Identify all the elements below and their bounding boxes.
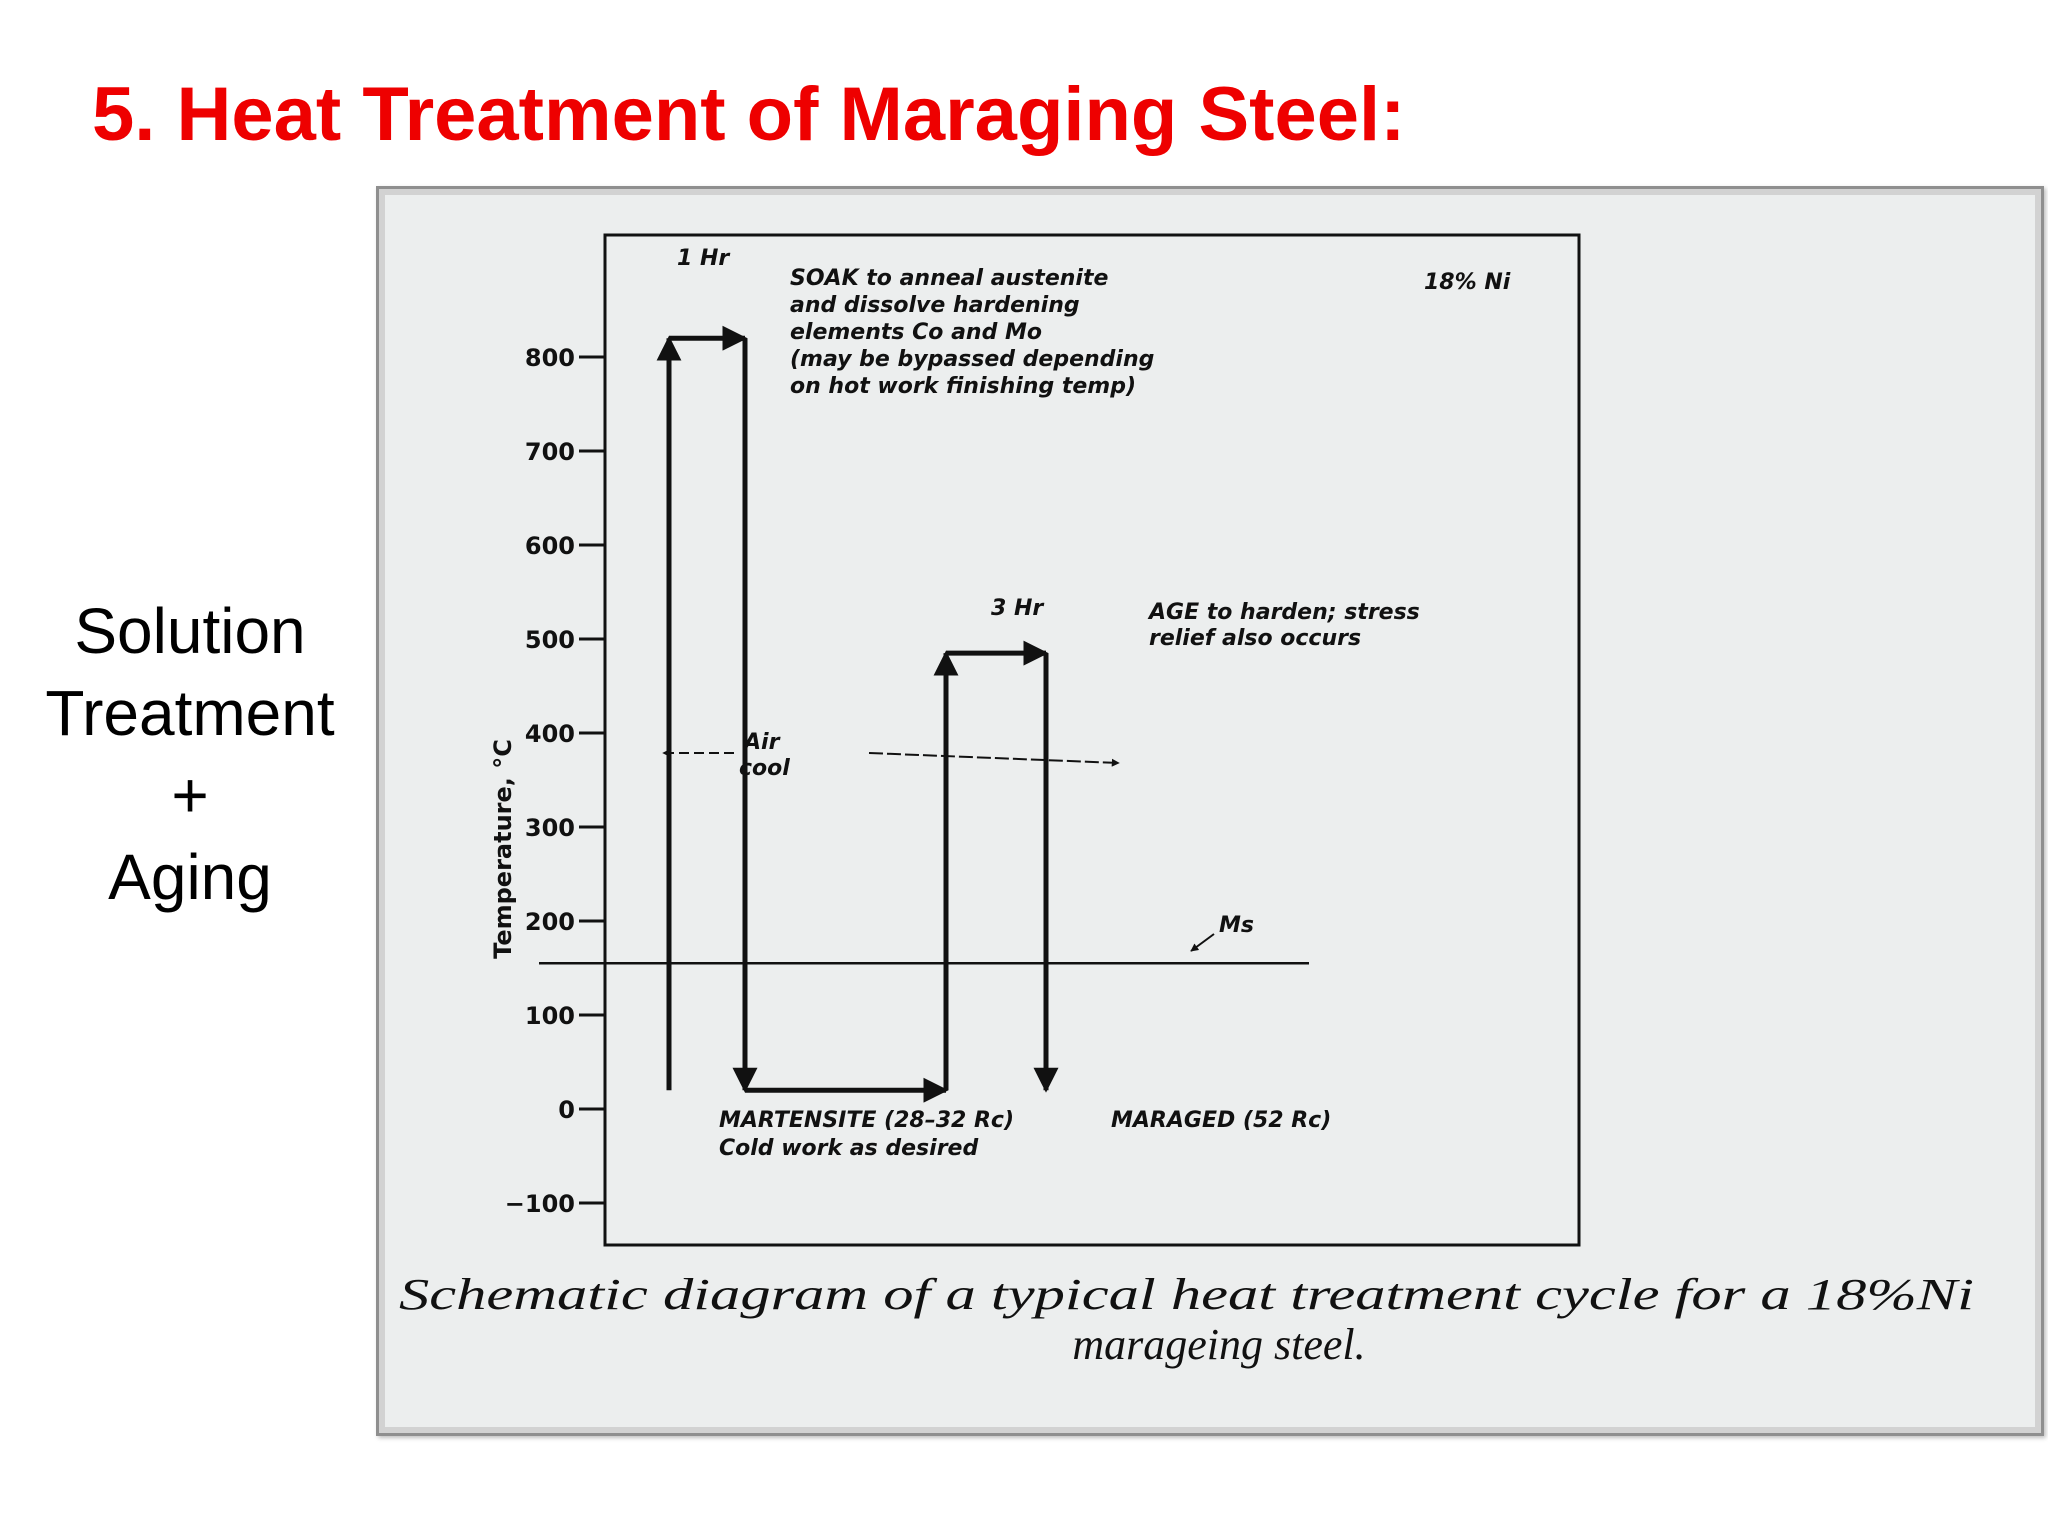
soak-annotation: SOAK to anneal austenite xyxy=(790,266,1108,291)
chart-title: 18% Ni xyxy=(1424,270,1511,295)
side-label-line: Solution xyxy=(74,595,306,667)
soak-duration-label: 1 Hr xyxy=(677,246,730,271)
heat-treatment-chart: −100 0 100 200 300 400 500 600 700 800 Temperatur… xyxy=(385,195,2035,1427)
soak-annotation: on hot work finishing temp) xyxy=(790,374,1136,399)
maraged-label: MARAGED (52 Rc) xyxy=(1111,1108,1331,1133)
soak-annotation: elements Co and Mo xyxy=(790,320,1042,345)
martensite-label: Cold work as desired xyxy=(719,1136,978,1161)
soak-annotation: (may be bypassed depending xyxy=(790,347,1154,372)
figure-background xyxy=(385,195,2035,1427)
y-tick-label: 500 xyxy=(525,626,575,654)
age-annotation: AGE to harden; stress xyxy=(1147,600,1420,625)
ms-pointer xyxy=(1190,933,1215,952)
y-tick-label: −100 xyxy=(505,1190,575,1218)
y-tick-label: 300 xyxy=(525,814,575,842)
y-tick-label: 100 xyxy=(525,1002,575,1030)
y-tick-label: 400 xyxy=(525,720,575,748)
side-label-line: Treatment xyxy=(45,677,335,749)
y-tick-label: 700 xyxy=(525,438,575,466)
soak-annotation: and dissolve hardening xyxy=(790,293,1080,318)
side-label: Solution Treatment + Aging xyxy=(20,590,360,918)
air-cool-arrow-right xyxy=(868,752,1120,767)
side-label-line: Aging xyxy=(108,841,272,913)
age-duration-label: 3 Hr xyxy=(991,596,1044,621)
y-tick-label: 0 xyxy=(558,1096,575,1124)
heat-treatment-cycle xyxy=(656,325,1059,1103)
figure-caption: Schematic diagram of a typical heat trea… xyxy=(399,1270,1974,1319)
slide-title: 5. Heat Treatment of Maraging Steel: xyxy=(92,72,1406,157)
y-axis-label: Temperature, °C xyxy=(489,739,517,959)
y-tick-label: 600 xyxy=(525,532,575,560)
side-label-line: + xyxy=(171,759,209,831)
figure-caption: marageing steel. xyxy=(1072,1320,1365,1369)
y-tick-label: 800 xyxy=(525,344,575,372)
air-cool-label: Air xyxy=(742,730,781,755)
martensite-label: MARTENSITE (28–32 Rc) xyxy=(719,1108,1014,1133)
age-annotation: relief also occurs xyxy=(1149,626,1361,651)
y-tick-label: 200 xyxy=(525,908,575,936)
ms-label: Ms xyxy=(1219,913,1254,938)
figure-frame: −100 0 100 200 300 400 500 600 700 800 Temperatur… xyxy=(376,186,2044,1436)
air-cool-label: cool xyxy=(739,756,790,781)
y-axis-ticks: −100 0 100 200 300 400 500 600 700 800 xyxy=(505,344,605,1218)
